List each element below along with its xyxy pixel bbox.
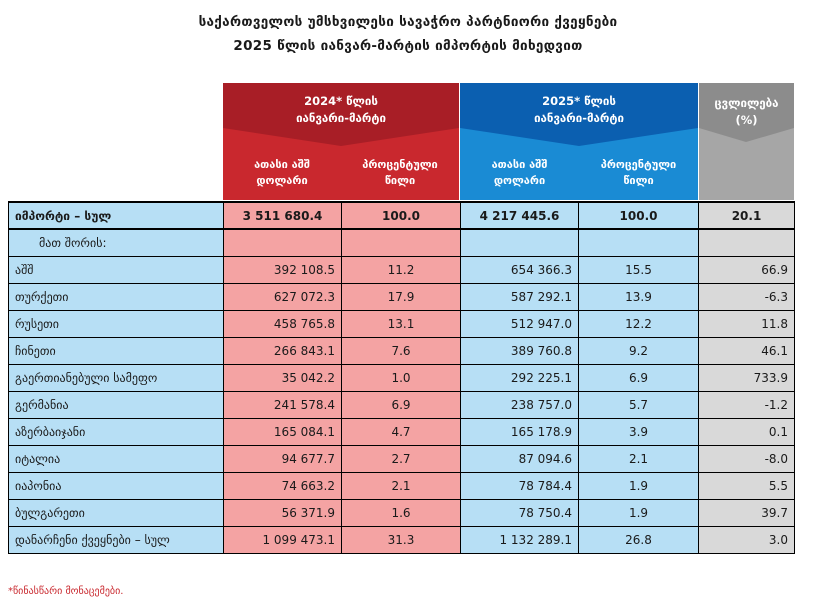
row-label: იტალია [8,444,224,473]
row-label: მათ შორის: [8,228,224,257]
cell-change: 733.9 [698,363,795,392]
cell-value-2025: 1 132 289.1 [460,525,579,554]
cell-value-2025: 654 366.3 [460,255,579,284]
cell-value-2024: 74 663.2 [223,471,342,500]
table-row: გერმანია 241 578.4 6.9 238 757.0 5.7 -1.2 [8,390,795,419]
cell-value-2024: 458 765.8 [223,309,342,338]
cell-change: -8.0 [698,444,795,473]
cell-change: 3.0 [698,525,795,554]
table-row: ბულგარეთი 56 371.9 1.6 78 750.4 1.9 39.7 [8,498,795,527]
cell-share-2024: 1.0 [341,363,461,392]
cell-value-2025: 87 094.6 [460,444,579,473]
cell-share-2024: 1.6 [341,498,461,527]
cell-change: 39.7 [698,498,795,527]
row-label: რუსეთი [8,309,224,338]
row-label: თურქეთი [8,282,224,311]
cell-change: 11.8 [698,309,795,338]
cell-share-2024: 4.7 [341,417,461,446]
table-row: რუსეთი 458 765.8 13.1 512 947.0 12.2 11.8 [8,309,795,338]
cell-share-2025: 5.7 [578,390,699,419]
header-2025-percent-share: პროცენტული წილი [600,158,677,187]
cell-value-2025: 4 217 445.6 [460,201,579,230]
cell-change: -6.3 [698,282,795,311]
row-label: აშშ [8,255,224,284]
row-label: გაერთიანებული სამეფო [8,363,224,392]
table-row: გაერთიანებული სამეფო 35 042.2 1.0 292 225.1… [8,363,795,392]
cell-share-2024: 17.9 [341,282,461,311]
table-row: იაპონია 74 663.2 2.1 78 784.4 1.9 5.5 [8,471,795,500]
cell-change: 0.1 [698,417,795,446]
table-row: თურქეთი 627 072.3 17.9 587 292.1 13.9 -6.3 [8,282,795,311]
cell-share-2024: 2.7 [341,444,461,473]
table-row: აზერბაიჯანი 165 084.1 4.7 165 178.9 3.9 0.1 [8,417,795,446]
cell-share-2025: 15.5 [578,255,699,284]
header-2025-label: 2025* წლის იანვარი-მარტი [534,94,624,125]
import-table: იმპორტი – სულ 3 511 680.4 100.0 4 217 44… [8,201,795,554]
cell-share-2025: 100.0 [578,201,699,230]
cell-share-2025: 13.9 [578,282,699,311]
row-label: გერმანია [8,390,224,419]
cell-share-2024: 100.0 [341,201,461,230]
cell-change: -1.2 [698,390,795,419]
cell-value-2024: 627 072.3 [223,282,342,311]
row-label: იაპონია [8,471,224,500]
cell-value-2024: 35 042.2 [223,363,342,392]
row-label: აზერბაიჯანი [8,417,224,446]
cell-value-2025: 389 760.8 [460,336,579,365]
cell-value-2024: 392 108.5 [223,255,342,284]
cell-share-2024: 6.9 [341,390,461,419]
cell-share-2024: 11.2 [341,255,461,284]
header-group-2025: 2025* წლის იანვარი-მარტი ათასი აშშ დოლარ… [460,83,698,200]
row-label: იმპორტი – სულ [8,201,224,230]
cell-change: 5.5 [698,471,795,500]
cell-share-2024: 31.3 [341,525,461,554]
row-label: ჩინეთი [8,336,224,365]
table-row-total: იმპორტი – სულ 3 511 680.4 100.0 4 217 44… [8,201,795,230]
cell-share-2025: 12.2 [578,309,699,338]
header-2025-thousand-usd: ათასი აშშ დოლარი [491,158,548,187]
cell-value-2025: 78 784.4 [460,471,579,500]
cell-value-2024: 3 511 680.4 [223,201,342,230]
cell-value-2024: 1 099 473.1 [223,525,342,554]
cell-share-2025: 1.9 [578,471,699,500]
cell-value-2025: 78 750.4 [460,498,579,527]
cell-change: 20.1 [698,201,795,230]
header-2024-thousand-usd: ათასი აშშ დოლარი [254,158,310,187]
page-subtitle: 2025 წლის იანვარ-მარტის იმპორტის მიხედვი… [233,38,583,54]
cell-value-2024: 56 371.9 [223,498,342,527]
table-row-subheader: მათ შორის: [8,228,795,257]
cell-share-2025: 2.1 [578,444,699,473]
cell-value-2024: 165 084.1 [223,417,342,446]
cell-share-2025: 6.9 [578,363,699,392]
cell-value-2024: 241 578.4 [223,390,342,419]
header-group-2024: 2024* წლის იანვარი-მარტი ათასი აშშ დოლარ… [223,83,459,200]
cell-share-2025: 3.9 [578,417,699,446]
cell-share-2024: 13.1 [341,309,461,338]
cell-share-2025: 1.9 [578,498,699,527]
cell-value-2024: 94 677.7 [223,444,342,473]
header-change: ცვლილება (%) [699,83,794,200]
cell-share-2025: 26.8 [578,525,699,554]
cell-value-2025: 292 225.1 [460,363,579,392]
cell-value-2024: 266 843.1 [223,336,342,365]
cell-value-2025: 238 757.0 [460,390,579,419]
header-2024-percent-share: პროცენტული წილი [362,158,438,187]
table-row: დანარჩენი ქვეყნები – სულ 1 099 473.1 31.3 1… [8,525,795,554]
cell-share-2024: 7.6 [341,336,461,365]
row-label: დანარჩენი ქვეყნები – სულ [8,525,224,554]
cell-value-2025: 512 947.0 [460,309,579,338]
cell-value-2025: 165 178.9 [460,417,579,446]
footnote: *წინასწარი მონაცემები. [8,586,124,597]
cell-change: 66.9 [698,255,795,284]
table-row: აშშ 392 108.5 11.2 654 366.3 15.5 66.9 [8,255,795,284]
cell-share-2024: 2.1 [341,471,461,500]
cell-share-2025: 9.2 [578,336,699,365]
cell-change: 46.1 [698,336,795,365]
table-row: ჩინეთი 266 843.1 7.6 389 760.8 9.2 46.1 [8,336,795,365]
cell-value-2025: 587 292.1 [460,282,579,311]
table-row: იტალია 94 677.7 2.7 87 094.6 2.1 -8.0 [8,444,795,473]
row-label: ბულგარეთი [8,498,224,527]
header-2024-label: 2024* წლის იანვარი-მარტი [296,94,386,125]
page-title: საქართველოს უმსხვილესი სავაჭრო პარტნიორი… [198,14,618,30]
